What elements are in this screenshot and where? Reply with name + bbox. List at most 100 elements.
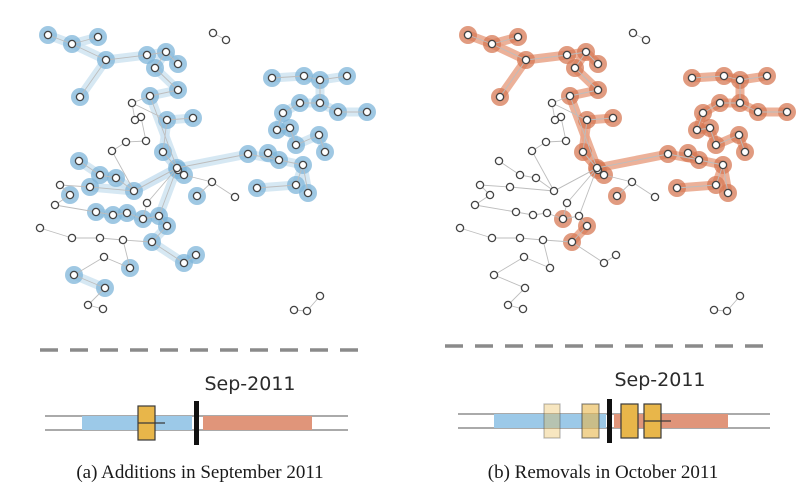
graph-edge [542, 239, 573, 243]
graph-edge [146, 167, 178, 204]
timeline-before-segment [494, 414, 606, 428]
graph-node [558, 214, 568, 224]
graph-edge [493, 274, 526, 289]
graph-node [570, 63, 580, 73]
graph-node [141, 136, 151, 146]
graph-node [489, 270, 499, 280]
graph-node [147, 237, 157, 247]
graph-edge [158, 167, 178, 217]
graph-node [263, 148, 273, 158]
graph-node [562, 50, 572, 60]
graph-node [599, 258, 609, 268]
graph-edge [542, 239, 551, 269]
graph-node [272, 125, 282, 135]
graph-edge [247, 153, 280, 161]
graph-node [142, 50, 152, 60]
graph-edge [166, 117, 194, 121]
timeline-box-marker [581, 403, 600, 439]
graph-node [735, 75, 745, 85]
graph-node [628, 28, 638, 38]
graph-node [278, 108, 288, 118]
graph-edge [39, 227, 73, 239]
graph-node [302, 306, 312, 316]
timeline-box-marker [620, 403, 639, 439]
graph-node [719, 71, 729, 81]
graph-edge [73, 256, 105, 276]
graph-node [100, 283, 110, 293]
graph-node [315, 75, 325, 85]
graph-node [158, 147, 168, 157]
graph-node [93, 32, 103, 42]
graph-edge [667, 153, 700, 161]
graph-edge [467, 34, 493, 45]
graph-node [188, 113, 198, 123]
graph-edge [211, 181, 236, 198]
graph-node [172, 163, 182, 173]
graph-node [463, 30, 473, 40]
graph-edge [574, 67, 599, 91]
graph-node [125, 263, 135, 273]
graph-node [561, 136, 571, 146]
graph-node [161, 47, 171, 57]
graph-node [333, 107, 343, 117]
graph-node [547, 98, 557, 108]
graph-node [740, 147, 750, 157]
graph-node [230, 192, 240, 202]
graph-node [342, 71, 352, 81]
graph-edge [302, 164, 309, 194]
graph-node [519, 252, 529, 262]
graph-node [592, 163, 602, 173]
graph-node [179, 258, 189, 268]
graph-node [118, 235, 128, 245]
graph-node [130, 115, 140, 125]
graph-node [611, 250, 621, 260]
graph-node [581, 47, 591, 57]
panel-b-removals: Sep-2011 (b) Removals in October 2011 [445, 26, 796, 483]
graph-node [599, 170, 609, 180]
graph-node [672, 183, 682, 193]
graph-node [574, 211, 584, 221]
graph-node [99, 252, 109, 262]
graph-edge [493, 256, 525, 276]
graph-node [527, 146, 537, 156]
graph-edge [596, 153, 669, 169]
graph-node [55, 180, 65, 190]
graph-edge [71, 36, 99, 45]
graph-node [503, 300, 513, 310]
timeline-a[interactable] [45, 401, 348, 445]
graph-node [505, 182, 515, 192]
graph-node [314, 130, 324, 140]
graph-node [683, 148, 693, 158]
graph-node [593, 85, 603, 95]
graph-node [692, 125, 702, 135]
graph-node [291, 140, 301, 150]
graph-node [582, 221, 592, 231]
graph-edge [183, 174, 213, 183]
graph-node [91, 207, 101, 217]
highlight-halos [459, 26, 796, 251]
timeline-cursor [194, 401, 199, 445]
graph-node [108, 210, 118, 220]
graph-node [315, 98, 325, 108]
graph-node [694, 155, 704, 165]
graph-edge [509, 186, 555, 192]
timeline-b[interactable] [458, 399, 770, 443]
graph-node [35, 223, 45, 233]
graph-node [650, 192, 660, 202]
network-graph-a [35, 26, 376, 316]
graph-node [85, 182, 95, 192]
graph-node [252, 183, 262, 193]
timeline-box-marker [543, 403, 561, 439]
graph-node [518, 304, 528, 314]
graph-edge [47, 34, 73, 45]
graph-edge [676, 184, 717, 189]
graph-edge [122, 239, 153, 243]
graph-node [191, 250, 201, 260]
graph-edge [531, 150, 555, 192]
graph-node [98, 304, 108, 314]
graph-node [722, 306, 732, 316]
graph-node [663, 149, 673, 159]
graph-nodes [35, 28, 372, 316]
network-graph-b [455, 26, 796, 316]
graph-node [593, 59, 603, 69]
